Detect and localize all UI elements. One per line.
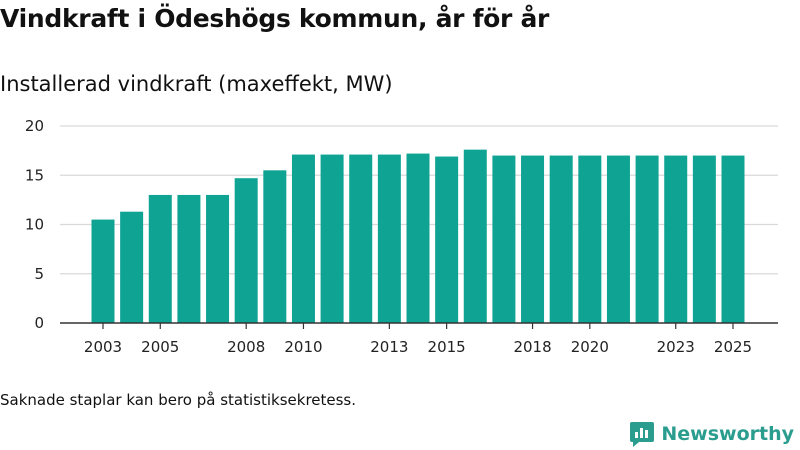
newsworthy-logo-icon [630, 422, 655, 447]
x-tick-label: 2023 [657, 338, 695, 356]
bar [263, 170, 287, 323]
bar [692, 155, 716, 323]
y-tick-label: 20 [25, 117, 44, 135]
bar [521, 155, 545, 323]
bar [120, 211, 144, 323]
bar [463, 149, 487, 323]
brand: Newsworthy [629, 420, 794, 448]
bar [148, 194, 172, 323]
y-tick-label: 5 [34, 265, 44, 283]
chart-subtitle: Installerad vindkraft (maxeffekt, MW) [0, 72, 393, 96]
x-tick-label: 2015 [428, 338, 466, 356]
bar [664, 155, 688, 323]
x-tick-label: 2025 [714, 338, 752, 356]
x-tick-label: 2013 [370, 338, 408, 356]
x-tick-label: 2010 [284, 338, 322, 356]
chart-title: Vindkraft i Ödeshögs kommun, år för år [0, 4, 550, 33]
bar [549, 155, 573, 323]
bar [291, 154, 315, 323]
bar [349, 154, 373, 323]
bar [206, 194, 230, 323]
x-tick-label: 2020 [571, 338, 609, 356]
x-tick-label: 2005 [141, 338, 179, 356]
y-tick-label: 0 [34, 314, 44, 332]
bar [234, 178, 258, 323]
x-tick-label: 2018 [513, 338, 551, 356]
bar [492, 155, 516, 323]
bar [435, 156, 459, 323]
y-tick-label: 10 [25, 216, 44, 234]
y-tick-label: 15 [25, 166, 44, 184]
bar-chart: 0 5 10 15 20 2003 2005 2008 2010 2013 2015 2018 2020… [25, 117, 778, 356]
bar [320, 154, 344, 323]
brand-name: Newsworthy [661, 423, 794, 445]
x-tick-label: 2003 [84, 338, 122, 356]
bar [721, 155, 745, 323]
footnote: Saknade staplar kan bero på statistiksek… [0, 391, 357, 409]
bar [177, 194, 201, 323]
x-tick-label: 2008 [227, 338, 265, 356]
bar [606, 155, 630, 323]
bar [406, 153, 430, 323]
bar [635, 155, 659, 323]
bar [377, 154, 401, 323]
bar [578, 155, 602, 323]
bar [91, 219, 115, 323]
